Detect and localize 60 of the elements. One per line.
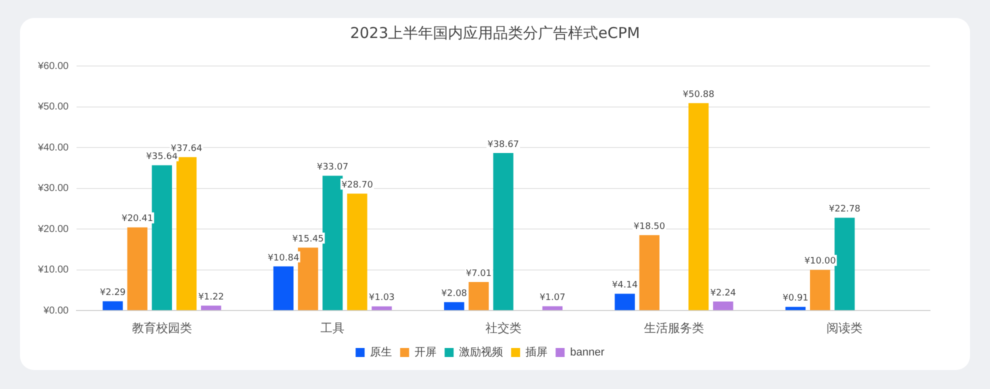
y-tick-label: ¥60.00 — [36, 60, 70, 72]
bar — [713, 301, 734, 310]
bar — [102, 301, 123, 310]
y-tick-label: ¥50.00 — [36, 102, 70, 113]
y-tick-label: ¥40.00 — [36, 142, 70, 154]
data-label: ¥0.91 — [782, 294, 808, 304]
data-label: ¥35.64 — [146, 152, 178, 162]
bar — [298, 248, 318, 310]
bar — [688, 103, 709, 310]
data-label: ¥1.07 — [540, 293, 566, 304]
bar — [201, 306, 222, 310]
x-tick-label: 工具 — [320, 321, 345, 336]
y-tick-label: ¥0.00 — [42, 305, 70, 316]
data-label: ¥2.24 — [710, 288, 736, 298]
legend-label: banner — [570, 346, 605, 359]
data-label: ¥4.14 — [612, 280, 638, 291]
chart-title: 2023上半年国内应用品类分广告样式eCPM — [349, 24, 641, 43]
legend-label: 激励视频 — [459, 346, 504, 359]
bar — [152, 165, 172, 310]
bar — [639, 235, 660, 310]
bar — [372, 306, 392, 310]
bar — [785, 306, 806, 310]
y-tick-label: ¥10.00 — [36, 264, 70, 276]
data-label: ¥18.50 — [634, 222, 666, 232]
bar — [127, 227, 148, 310]
data-label: ¥10.00 — [804, 256, 836, 267]
legend-label: 原生 — [370, 346, 392, 359]
bar — [542, 306, 563, 310]
data-label: ¥2.08 — [441, 288, 468, 299]
bar — [322, 176, 343, 310]
bar — [614, 294, 635, 310]
data-label: ¥1.03 — [368, 293, 395, 304]
data-label: ¥50.88 — [682, 90, 715, 100]
data-label: ¥1.22 — [198, 292, 224, 302]
data-label: ¥20.41 — [122, 214, 154, 224]
data-label: ¥2.29 — [100, 288, 126, 298]
data-label: ¥28.70 — [341, 180, 374, 190]
bar — [468, 282, 489, 310]
data-label: ¥33.07 — [316, 162, 348, 173]
data-label: ¥37.64 — [170, 144, 203, 154]
y-tick-label: ¥30.00 — [36, 183, 70, 194]
legend-label: 插屏 — [526, 346, 548, 359]
x-tick-label: 社交类 — [485, 321, 522, 336]
data-label: ¥10.84 — [268, 253, 300, 264]
legend-label: 开屏 — [414, 346, 437, 359]
x-tick-label: 生活服务类 — [644, 321, 704, 336]
x-tick-label: 阅读类 — [826, 321, 863, 336]
y-tick-label: ¥20.00 — [36, 224, 70, 235]
bar — [493, 152, 514, 310]
bar — [347, 194, 368, 310]
data-label: ¥22.78 — [828, 204, 861, 215]
data-label: ¥15.45 — [292, 234, 324, 244]
bar — [810, 270, 830, 310]
x-tick-label: 教育校园类 — [132, 321, 192, 336]
data-label: ¥38.67 — [488, 140, 520, 150]
data-label: ¥7.01 — [466, 268, 492, 279]
bar — [176, 157, 197, 310]
bar — [834, 218, 855, 310]
bar — [273, 266, 294, 310]
bar — [444, 302, 464, 310]
